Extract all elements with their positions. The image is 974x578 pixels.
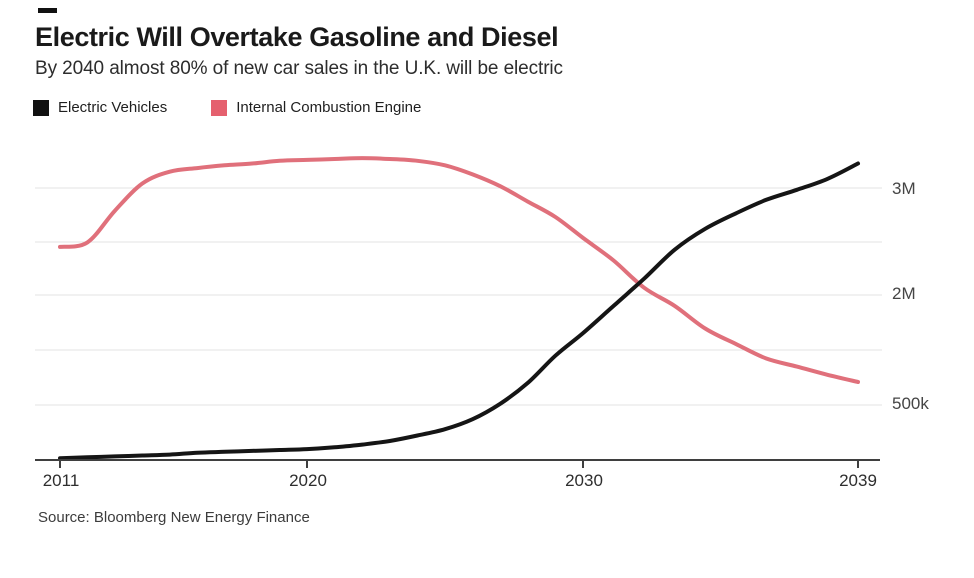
- x-tick-label-2030: 2030: [565, 471, 603, 490]
- horizontal-gridlines: [35, 187, 882, 406]
- source-attribution: Source: Bloomberg New Energy Finance: [38, 509, 310, 526]
- x-tick-label-2020: 2020: [289, 471, 327, 490]
- data-series-lines: [58, 156, 860, 461]
- y-tick-label-500k: 500k: [892, 394, 929, 413]
- x-axis-ticks: [59, 460, 859, 468]
- ice-line: [58, 156, 860, 384]
- chart-legend: Electric Vehicles Internal Combustion En…: [33, 99, 421, 116]
- ice-legend-label: Internal Combustion Engine: [236, 99, 422, 116]
- chart-subtitle: By 2040 almost 80% of new car sales in t…: [35, 58, 563, 79]
- ev-legend-label: Electric Vehicles: [58, 99, 168, 116]
- ev-line: [58, 161, 860, 461]
- ice-legend-swatch-icon: [211, 99, 228, 116]
- legend-item-internal-combustion: Internal Combustion Engine: [211, 99, 421, 116]
- y-tick-label-2m: 2M: [892, 284, 916, 303]
- corner-dash-mark: [38, 8, 57, 13]
- chart-title: Electric Will Overtake Gasoline and Dies…: [35, 22, 559, 52]
- ev-legend-swatch-icon: [33, 99, 49, 116]
- x-tick-label-2039: 2039: [839, 471, 877, 490]
- legend-item-electric-vehicles: Electric Vehicles: [33, 99, 167, 116]
- y-tick-label-3m: 3M: [892, 179, 916, 198]
- x-tick-label-2011: 2011: [42, 471, 80, 490]
